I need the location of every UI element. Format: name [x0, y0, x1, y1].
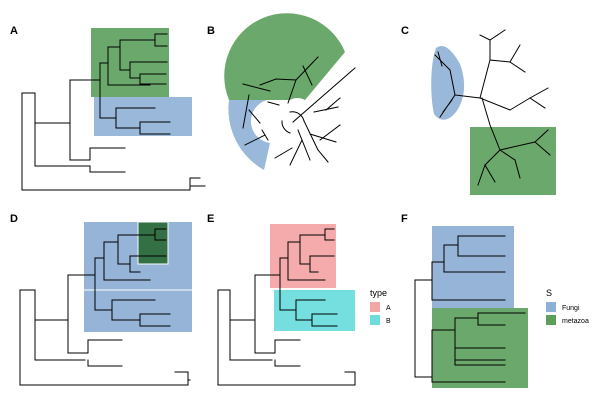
panel-a-highlight-clade-2 — [94, 97, 192, 136]
panel-f-legend: S Fungi metazoa — [546, 288, 589, 325]
legend-e-label-b: B — [386, 318, 391, 325]
panel-c-highlight-clade-1 — [431, 45, 465, 120]
legend-e-swatch-a — [370, 302, 380, 312]
panel-c-tree — [434, 29, 551, 186]
panel-d-highlight-subclade — [137, 221, 169, 265]
panel-b-highlight-clade-1 — [224, 13, 345, 101]
panel-b-highlight-clade-2 — [228, 100, 270, 170]
panel-f-tree — [414, 235, 526, 383]
panel-b: B — [207, 13, 356, 170]
panel-b-tree — [242, 56, 356, 166]
panel-f-label: F — [401, 213, 408, 225]
panel-a-tree — [21, 33, 206, 191]
legend-e-swatch-b — [370, 315, 380, 325]
panel-d-highlight-clade-2 — [84, 290, 192, 332]
panel-f-highlight-fungi — [432, 226, 514, 308]
panel-c-highlight-clade-2 — [470, 127, 556, 195]
panel-e: E type A B — [207, 213, 391, 386]
panel-c: C — [401, 25, 556, 195]
panel-e-tree — [217, 228, 356, 386]
panel-a-label: A — [10, 25, 18, 37]
legend-f-swatch-metazoa — [546, 315, 556, 325]
panel-b-label: B — [207, 25, 215, 37]
panel-a: A — [10, 25, 206, 191]
panel-f: F S Fungi metazoa — [401, 213, 589, 388]
panel-d-tree — [19, 228, 191, 386]
panel-d: D — [10, 213, 192, 386]
panel-e-label: E — [207, 213, 214, 225]
legend-e-title: type — [370, 288, 387, 298]
panel-c-label: C — [401, 25, 409, 37]
legend-f-title: S — [546, 288, 552, 298]
legend-e-label-a: A — [386, 305, 391, 312]
legend-f-swatch-fungi — [546, 302, 556, 312]
legend-f-label-metazoa: metazoa — [562, 318, 589, 325]
panel-d-label: D — [10, 213, 18, 225]
legend-f-label-fungi: Fungi — [562, 305, 580, 312]
panel-e-legend: type A B — [370, 288, 391, 325]
